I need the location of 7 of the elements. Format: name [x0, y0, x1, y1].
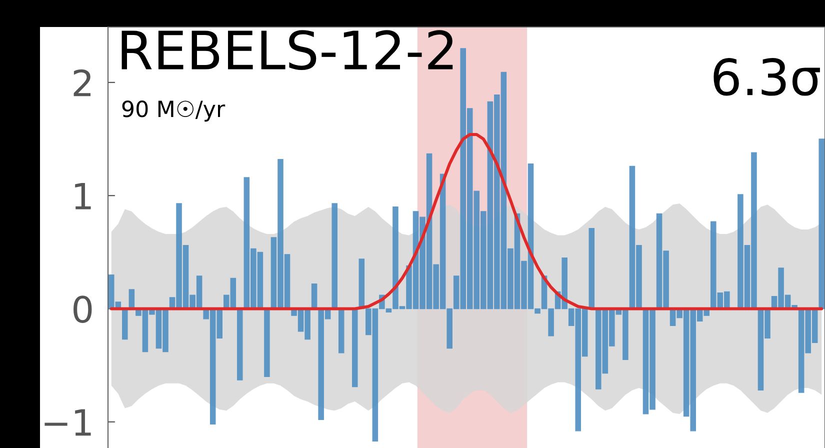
y-tick-label: 1: [75, 182, 91, 210]
chart-title: REBELS-12-2: [122, 30, 453, 70]
y-tick-label: −1: [44, 409, 91, 436]
y-tick-label: 0: [74, 296, 92, 323]
text: 90 M☉/yr: [122, 100, 226, 122]
y-tick-label: 2: [74, 69, 90, 96]
annotation: 6.3σ: [714, 58, 820, 96]
